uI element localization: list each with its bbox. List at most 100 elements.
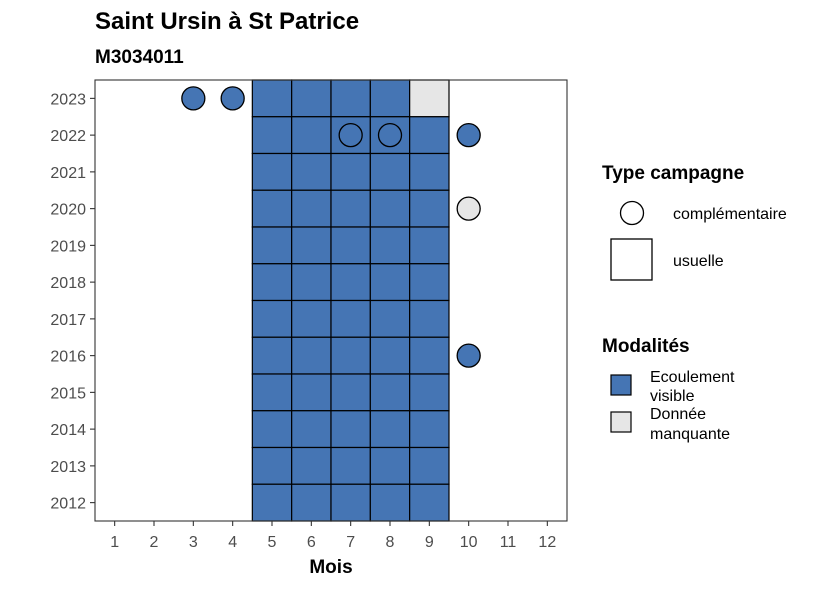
tile-2014-5 bbox=[251, 410, 293, 449]
tile-2012-5 bbox=[251, 483, 293, 522]
legend-label-usuelle: usuelle bbox=[673, 253, 724, 270]
point-2016-10 bbox=[456, 343, 481, 368]
legend-label-complementaire: complémentaire bbox=[673, 206, 787, 223]
x-tick-label-7: 7 bbox=[346, 534, 355, 551]
tile-2016-8 bbox=[369, 336, 411, 375]
point-2022-10 bbox=[456, 122, 481, 148]
tile-2021-6 bbox=[291, 152, 332, 191]
legend-modalites: Modalités Ecoulement visible Donnée manq… bbox=[602, 336, 735, 443]
legend-title-modalites: Modalités bbox=[602, 336, 690, 357]
tile-2018-9 bbox=[409, 263, 450, 302]
tile-2016-5 bbox=[251, 336, 293, 375]
tile-2017-8 bbox=[369, 299, 411, 338]
tile-2015-7 bbox=[330, 373, 371, 412]
y-tick-label-2020: 2020 bbox=[50, 202, 86, 219]
tile-2016-7 bbox=[330, 336, 371, 375]
tile-2022-5 bbox=[251, 116, 293, 155]
legend-label-manquante-line1: Donnée bbox=[650, 406, 706, 423]
tile-2017-7 bbox=[330, 299, 371, 338]
legend-type-campagne: Type campagne complémentaire usuelle bbox=[602, 163, 787, 281]
tile-2020-6 bbox=[291, 189, 332, 228]
tile-2018-6 bbox=[291, 263, 332, 302]
tile-2021-9 bbox=[409, 152, 450, 191]
tile-2012-7 bbox=[330, 483, 371, 522]
tile-2019-5 bbox=[251, 226, 293, 265]
x-tick-label-3: 3 bbox=[189, 534, 198, 551]
x-tick-label-12: 12 bbox=[538, 534, 556, 551]
tile-2015-8 bbox=[369, 373, 411, 412]
tile-2020-9 bbox=[409, 189, 450, 228]
x-tick-label-4: 4 bbox=[228, 534, 237, 551]
axes: 1 2 3 4 5 6 7 8 9 10 11 122012201320142015201620172… bbox=[50, 79, 568, 551]
tile-2013-5 bbox=[251, 446, 293, 485]
legend-swatch-ecoulement bbox=[610, 374, 632, 396]
legend-label-ecoulement-line2: visible bbox=[650, 388, 695, 405]
tile-2023-8 bbox=[369, 79, 411, 118]
legend-swatch-manquante bbox=[610, 411, 632, 433]
y-tick-label-2021: 2021 bbox=[50, 165, 86, 182]
point-2023-4 bbox=[220, 86, 245, 111]
tile-2023-9 bbox=[409, 79, 450, 118]
plot-panel-border bbox=[94, 79, 568, 522]
tile-2013-7 bbox=[330, 446, 371, 485]
tile-2013-6 bbox=[291, 446, 332, 485]
legend-circle-complementaire-icon bbox=[619, 200, 645, 226]
tile-2020-7 bbox=[330, 189, 371, 228]
tile-2023-7 bbox=[330, 79, 371, 118]
y-tick-label-2016: 2016 bbox=[50, 349, 86, 366]
legend-label-ecoulement-line1: Ecoulement bbox=[650, 369, 735, 386]
x-tick-label-2: 2 bbox=[150, 534, 159, 551]
tile-2018-5 bbox=[251, 263, 293, 302]
tile-2019-8 bbox=[369, 226, 411, 265]
tile-2023-6 bbox=[291, 79, 332, 118]
x-tick-label-6: 6 bbox=[307, 534, 316, 551]
x-axis-title: Mois bbox=[309, 557, 352, 578]
tile-2017-9 bbox=[409, 299, 450, 338]
y-tick-label-2012: 2012 bbox=[50, 496, 86, 513]
tile-2012-8 bbox=[369, 483, 411, 522]
tile-2019-7 bbox=[330, 226, 371, 265]
tile-2021-7 bbox=[330, 152, 371, 191]
chart-title: Saint Ursin à St Patrice bbox=[95, 8, 359, 35]
tile-2019-9 bbox=[409, 226, 450, 265]
tile-2022-9 bbox=[409, 116, 450, 155]
y-tick-label-2014: 2014 bbox=[50, 422, 86, 439]
tile-2015-5 bbox=[251, 373, 293, 412]
tile-2019-6 bbox=[291, 226, 332, 265]
point-2023-3 bbox=[181, 86, 206, 111]
x-tick-label-9: 9 bbox=[425, 534, 434, 551]
tile-2017-5 bbox=[251, 299, 293, 338]
point-2020-10 bbox=[456, 196, 481, 221]
y-tick-label-2018: 2018 bbox=[50, 275, 86, 292]
tile-2021-5 bbox=[251, 152, 293, 191]
y-tick-label-2019: 2019 bbox=[50, 238, 86, 255]
x-tick-label-8: 8 bbox=[386, 534, 395, 551]
tile-2020-8 bbox=[369, 189, 411, 228]
y-tick-label-2013: 2013 bbox=[50, 459, 86, 476]
tile-2014-7 bbox=[330, 410, 371, 449]
y-tick-label-2022: 2022 bbox=[50, 128, 86, 145]
x-tick-label-5: 5 bbox=[268, 534, 277, 551]
tile-2022-6 bbox=[291, 116, 332, 155]
legend-square-usuelle-icon bbox=[610, 238, 653, 281]
tile-2016-6 bbox=[291, 336, 332, 375]
y-tick-label-2017: 2017 bbox=[50, 312, 86, 329]
legend-title-type-campagne: Type campagne bbox=[602, 163, 744, 184]
plot-area bbox=[95, 79, 567, 522]
point-2022-8 bbox=[377, 122, 403, 148]
tile-2013-8 bbox=[369, 446, 411, 485]
x-tick-label-1: 1 bbox=[110, 534, 119, 551]
y-tick-label-2015: 2015 bbox=[50, 385, 86, 402]
tile-2021-8 bbox=[369, 152, 411, 191]
x-tick-label-11: 11 bbox=[500, 534, 517, 551]
point-2022-7 bbox=[338, 122, 363, 148]
tile-2014-9 bbox=[409, 410, 450, 449]
tile-2023-5 bbox=[251, 79, 293, 118]
tile-2012-6 bbox=[291, 483, 332, 522]
tile-2015-6 bbox=[291, 373, 332, 412]
tile-2012-9 bbox=[409, 483, 450, 522]
tile-2018-8 bbox=[369, 263, 411, 302]
tile-2017-6 bbox=[291, 299, 332, 338]
tile-2014-6 bbox=[291, 410, 332, 449]
